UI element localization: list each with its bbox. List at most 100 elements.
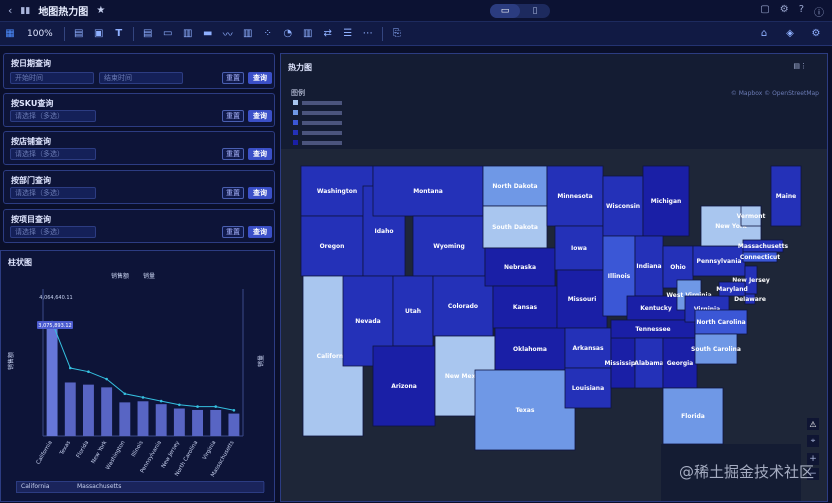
state-kentucky[interactable]: [626, 295, 686, 321]
grid-icon[interactable]: ▦: [5, 28, 15, 39]
zoom-select[interactable]: 100%: [27, 28, 53, 39]
bar[interactable]: [192, 409, 203, 436]
start-date-field[interactable]: 开始时间: [10, 72, 94, 84]
bar[interactable]: [155, 404, 167, 436]
reset-button[interactable]: 重置: [222, 148, 244, 160]
state-delaware[interactable]: [744, 293, 756, 305]
series-point[interactable]: [68, 366, 72, 370]
series-point[interactable]: [232, 408, 236, 412]
add-chart-icon[interactable]: ▤: [74, 28, 84, 39]
bar[interactable]: [64, 382, 76, 436]
state-north-dakota[interactable]: [482, 165, 548, 207]
state-alabama[interactable]: [634, 337, 664, 389]
device-switch[interactable]: ▭ ▯: [490, 4, 550, 18]
state-connecticut[interactable]: [742, 251, 778, 263]
store-select[interactable]: 请选择（多选）: [10, 148, 96, 160]
layers-icon[interactable]: ◈: [786, 28, 794, 39]
bar-chart-icon[interactable]: ▥: [183, 28, 193, 39]
zoom-out-icon[interactable]: −: [807, 468, 819, 480]
state-washington[interactable]: [300, 165, 374, 217]
state-arkansas[interactable]: [564, 327, 612, 369]
state-montana[interactable]: [372, 165, 484, 217]
project-select[interactable]: 请选择（多选）: [10, 226, 96, 238]
series-point[interactable]: [178, 403, 181, 407]
scatter-icon[interactable]: ⁘: [263, 28, 272, 39]
back-icon[interactable]: ‹: [8, 4, 13, 17]
bar[interactable]: [46, 324, 58, 436]
file-icon[interactable]: ▢: [760, 4, 770, 15]
reset-button[interactable]: 重置: [222, 187, 244, 199]
query-button[interactable]: 查询: [248, 226, 272, 238]
sku-select[interactable]: 请选择（多选）: [10, 110, 96, 122]
state-missouri[interactable]: [556, 269, 608, 329]
trend-icon[interactable]: 〰: [222, 30, 233, 41]
gear-icon[interactable]: ⚙: [811, 28, 821, 39]
series-point[interactable]: [159, 399, 163, 403]
reset-button[interactable]: 重置: [222, 72, 244, 84]
query-button[interactable]: 查询: [248, 187, 272, 199]
state-vermont[interactable]: [740, 205, 762, 227]
series-point[interactable]: [141, 396, 145, 399]
state-kansas[interactable]: [492, 285, 558, 329]
text-icon[interactable]: T: [115, 28, 123, 39]
state-north-carolina[interactable]: [694, 309, 748, 335]
state-arizona[interactable]: [372, 345, 436, 427]
dept-select[interactable]: 请选择（多选）: [10, 187, 96, 199]
series-point[interactable]: [105, 377, 108, 381]
more-icon[interactable]: ⋯: [362, 28, 373, 39]
desktop-icon[interactable]: ▭: [490, 4, 520, 18]
state-oregon[interactable]: [300, 215, 364, 277]
map-menu-icon[interactable]: ▤⋮: [793, 62, 807, 70]
line-chart-icon[interactable]: ▭: [163, 28, 173, 39]
table-icon[interactable]: ▤: [143, 28, 153, 39]
state-florida[interactable]: [662, 387, 724, 445]
bar[interactable]: [228, 413, 240, 436]
zoom-slider[interactable]: California Massachusetts: [16, 481, 265, 493]
locate-icon[interactable]: ⌖: [807, 435, 819, 447]
state-nebraska[interactable]: [484, 247, 556, 287]
help-icon[interactable]: ?: [798, 4, 804, 15]
legend-volume[interactable]: 销量: [143, 273, 156, 280]
state-maine[interactable]: [770, 165, 802, 227]
state-indiana[interactable]: [634, 235, 664, 297]
state-utah[interactable]: [392, 275, 434, 347]
info-icon[interactable]: ⓘ: [814, 8, 824, 19]
series-point[interactable]: [196, 405, 199, 408]
star-icon[interactable]: ★: [96, 5, 106, 16]
reset-button[interactable]: 重置: [222, 226, 244, 238]
mobile-icon[interactable]: ▯: [532, 6, 538, 16]
series-point[interactable]: [87, 370, 90, 373]
area-chart-icon[interactable]: ▬: [203, 28, 213, 39]
query-button[interactable]: 查询: [248, 148, 272, 160]
reset-button[interactable]: 重置: [222, 110, 244, 122]
state-louisiana[interactable]: [564, 367, 612, 409]
us-map[interactable]: Washington Oregon California Idaho Montana Ne…: [281, 54, 828, 502]
bar[interactable]: [210, 409, 222, 436]
bar[interactable]: [137, 401, 149, 436]
state-michigan[interactable]: [642, 165, 690, 237]
share-icon[interactable]: ⌂: [760, 28, 768, 39]
list-icon[interactable]: ☰: [343, 28, 353, 39]
series-point[interactable]: [214, 405, 218, 408]
state-wisconsin[interactable]: [602, 175, 644, 237]
state-maryland[interactable]: [718, 281, 746, 297]
bar[interactable]: [173, 408, 185, 436]
state-south-carolina[interactable]: [694, 333, 738, 365]
bar-chart-2-icon[interactable]: ▥: [243, 28, 253, 39]
bar[interactable]: [119, 402, 131, 436]
zoom-in-icon[interactable]: +: [807, 453, 819, 465]
end-date-field[interactable]: 结束时间: [99, 72, 183, 84]
bar[interactable]: [83, 384, 94, 436]
column-chart-icon[interactable]: ▥: [303, 28, 313, 39]
state-oklahoma[interactable]: [494, 327, 566, 371]
state-mississippi[interactable]: [610, 337, 636, 389]
legend-sales[interactable]: 销售额: [111, 273, 130, 280]
query-button[interactable]: 查询: [248, 72, 272, 84]
state-texas[interactable]: [474, 369, 576, 451]
query-button[interactable]: 查询: [248, 110, 272, 122]
settings-icon[interactable]: ⚙: [779, 4, 789, 15]
bar[interactable]: [101, 387, 113, 436]
warning-icon[interactable]: ⚠: [807, 418, 819, 430]
pie-chart-icon[interactable]: ◔: [283, 28, 293, 39]
filter-icon[interactable]: ⎘: [392, 28, 401, 39]
